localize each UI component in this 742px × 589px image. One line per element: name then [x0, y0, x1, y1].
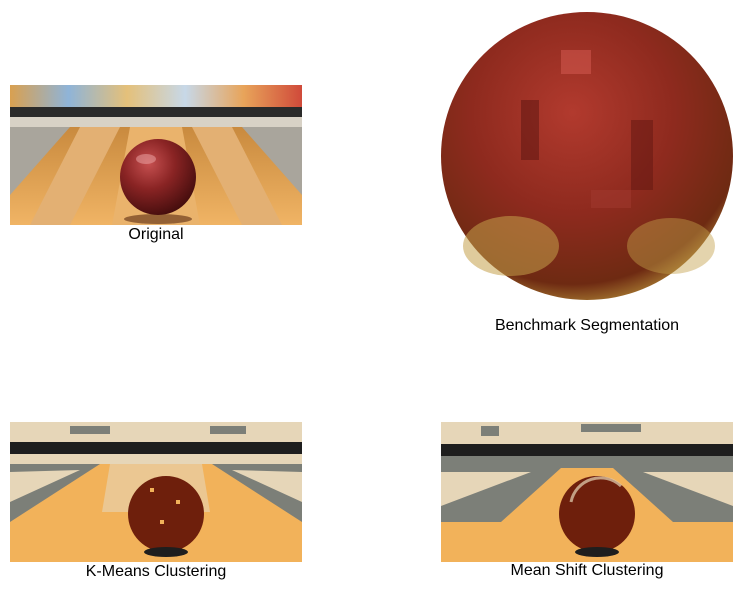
meanshift-clustering-image [441, 422, 733, 562]
benchmark-segmentation-image [441, 10, 733, 302]
meanshift-caption: Mean Shift Clustering [510, 562, 664, 579]
original-image [10, 85, 302, 225]
benchmark-caption: Benchmark Segmentation [494, 317, 680, 334]
kmeans-clustering-image [10, 422, 302, 562]
kmeans-caption: K-Means Clustering [85, 563, 227, 580]
original-caption: Original [128, 226, 184, 243]
